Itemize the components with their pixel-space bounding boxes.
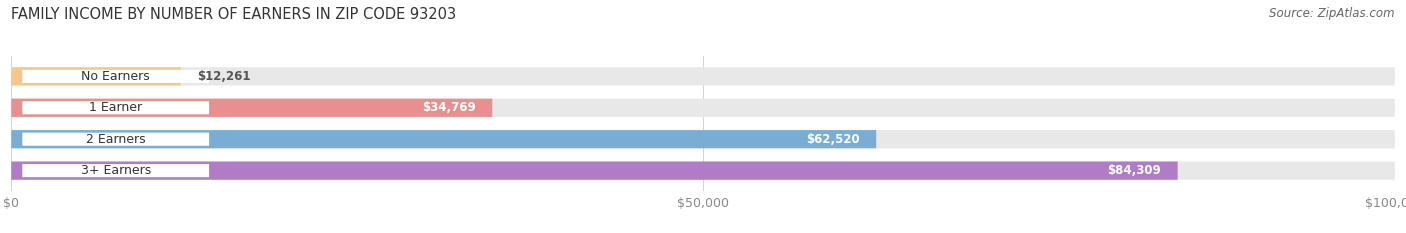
Text: $84,309: $84,309 [1108, 164, 1161, 177]
FancyBboxPatch shape [11, 67, 1395, 86]
FancyBboxPatch shape [11, 99, 1395, 117]
Text: 2 Earners: 2 Earners [86, 133, 145, 146]
Text: No Earners: No Earners [82, 70, 150, 83]
FancyBboxPatch shape [11, 67, 181, 86]
Text: 1 Earner: 1 Earner [89, 101, 142, 114]
FancyBboxPatch shape [11, 130, 876, 148]
FancyBboxPatch shape [22, 133, 209, 146]
FancyBboxPatch shape [22, 164, 209, 177]
Text: $34,769: $34,769 [422, 101, 475, 114]
FancyBboxPatch shape [11, 161, 1395, 180]
FancyBboxPatch shape [11, 161, 1178, 180]
FancyBboxPatch shape [22, 101, 209, 114]
Text: FAMILY INCOME BY NUMBER OF EARNERS IN ZIP CODE 93203: FAMILY INCOME BY NUMBER OF EARNERS IN ZI… [11, 7, 457, 22]
Text: Source: ZipAtlas.com: Source: ZipAtlas.com [1270, 7, 1395, 20]
Text: 3+ Earners: 3+ Earners [80, 164, 150, 177]
FancyBboxPatch shape [11, 130, 1395, 148]
FancyBboxPatch shape [11, 99, 492, 117]
Text: $62,520: $62,520 [806, 133, 859, 146]
FancyBboxPatch shape [22, 70, 209, 83]
Text: $12,261: $12,261 [197, 70, 252, 83]
